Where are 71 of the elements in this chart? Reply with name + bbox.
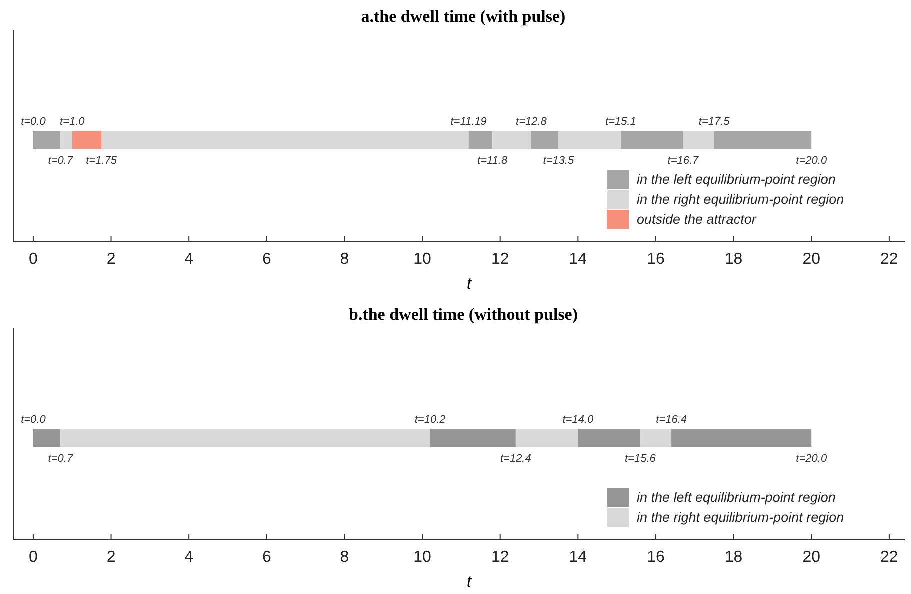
bar	[33, 429, 61, 447]
bar	[516, 429, 578, 447]
x-tick-label: 18	[724, 549, 743, 566]
x-tick-label: 14	[569, 549, 588, 566]
annotation: t=10.2	[414, 414, 446, 426]
x-tick-label: 4	[184, 251, 194, 268]
bar	[33, 131, 61, 149]
bar	[60, 429, 430, 447]
x-axis-title: t	[467, 574, 472, 591]
annotation: t=0.0	[21, 414, 47, 426]
x-axis-title: t	[467, 276, 472, 293]
chart-title: a.the dwell time (with pulse)	[361, 7, 566, 26]
legend-label: in the left equilibrium-point region	[637, 172, 836, 187]
annotation: t=15.6	[624, 453, 657, 465]
bar	[620, 131, 684, 149]
annotation: t=12.4	[500, 453, 532, 465]
annotation: t=0.7	[48, 155, 74, 167]
legend-label: in the left equilibrium-point region	[637, 490, 836, 505]
annotation: t=11.19	[450, 116, 487, 128]
bar	[714, 131, 812, 149]
x-tick-label: 0	[29, 549, 38, 566]
legend-label: outside the attractor	[637, 212, 757, 227]
x-tick-label: 16	[647, 549, 665, 566]
bar	[468, 131, 493, 149]
x-tick-label: 14	[569, 251, 588, 268]
annotation: t=1.75	[86, 155, 118, 167]
x-tick-label: 16	[647, 251, 665, 268]
annotation: t=1.0	[60, 116, 86, 128]
x-tick-label: 10	[414, 251, 432, 268]
chart-title: b.the dwell time (without pulse)	[348, 305, 578, 324]
bar	[531, 131, 559, 149]
bar	[430, 429, 516, 447]
bar	[558, 131, 621, 149]
annotation: t=15.1	[606, 116, 636, 128]
bar	[492, 131, 532, 149]
x-tick-label: 0	[29, 251, 38, 268]
annotation: t=12.8	[516, 116, 548, 128]
legend-label: in the right equilibrium-point region	[637, 510, 844, 525]
bar	[72, 131, 102, 149]
annotation: t=13.5	[543, 155, 576, 167]
x-tick-label: 22	[880, 251, 898, 268]
bar	[683, 131, 714, 149]
x-tick-label: 6	[262, 251, 272, 268]
x-tick-label: 12	[491, 251, 510, 268]
annotation: t=0.0	[21, 116, 47, 128]
bar	[60, 131, 72, 149]
x-tick-label: 8	[340, 251, 350, 268]
x-tick-label: 8	[340, 549, 350, 566]
annotation: t=20.0	[796, 155, 828, 167]
x-tick-label: 20	[802, 251, 821, 268]
bar	[102, 131, 469, 149]
annotation: t=0.7	[48, 453, 74, 465]
legend-label: in the right equilibrium-point region	[637, 192, 844, 207]
x-tick-label: 22	[880, 549, 898, 566]
x-tick-label: 2	[106, 549, 116, 566]
annotation: t=16.4	[656, 414, 687, 426]
annotation: t=20.0	[796, 453, 828, 465]
bar	[578, 429, 640, 447]
x-tick-label: 4	[184, 549, 194, 566]
x-tick-label: 10	[414, 549, 432, 566]
annotation: t=17.5	[698, 116, 731, 128]
bar	[672, 429, 812, 447]
annotation: t=11.8	[478, 155, 508, 167]
x-tick-label: 2	[106, 251, 116, 268]
bar	[640, 429, 672, 447]
x-tick-label: 18	[724, 251, 743, 268]
x-tick-label: 6	[262, 549, 272, 566]
x-tick-label: 12	[491, 549, 510, 566]
annotation: t=14.0	[562, 414, 594, 426]
x-tick-label: 20	[802, 549, 821, 566]
annotation: t=16.7	[668, 155, 700, 167]
